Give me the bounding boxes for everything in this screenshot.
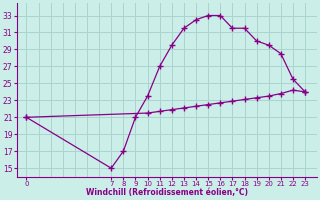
X-axis label: Windchill (Refroidissement éolien,°C): Windchill (Refroidissement éolien,°C) xyxy=(86,188,248,197)
